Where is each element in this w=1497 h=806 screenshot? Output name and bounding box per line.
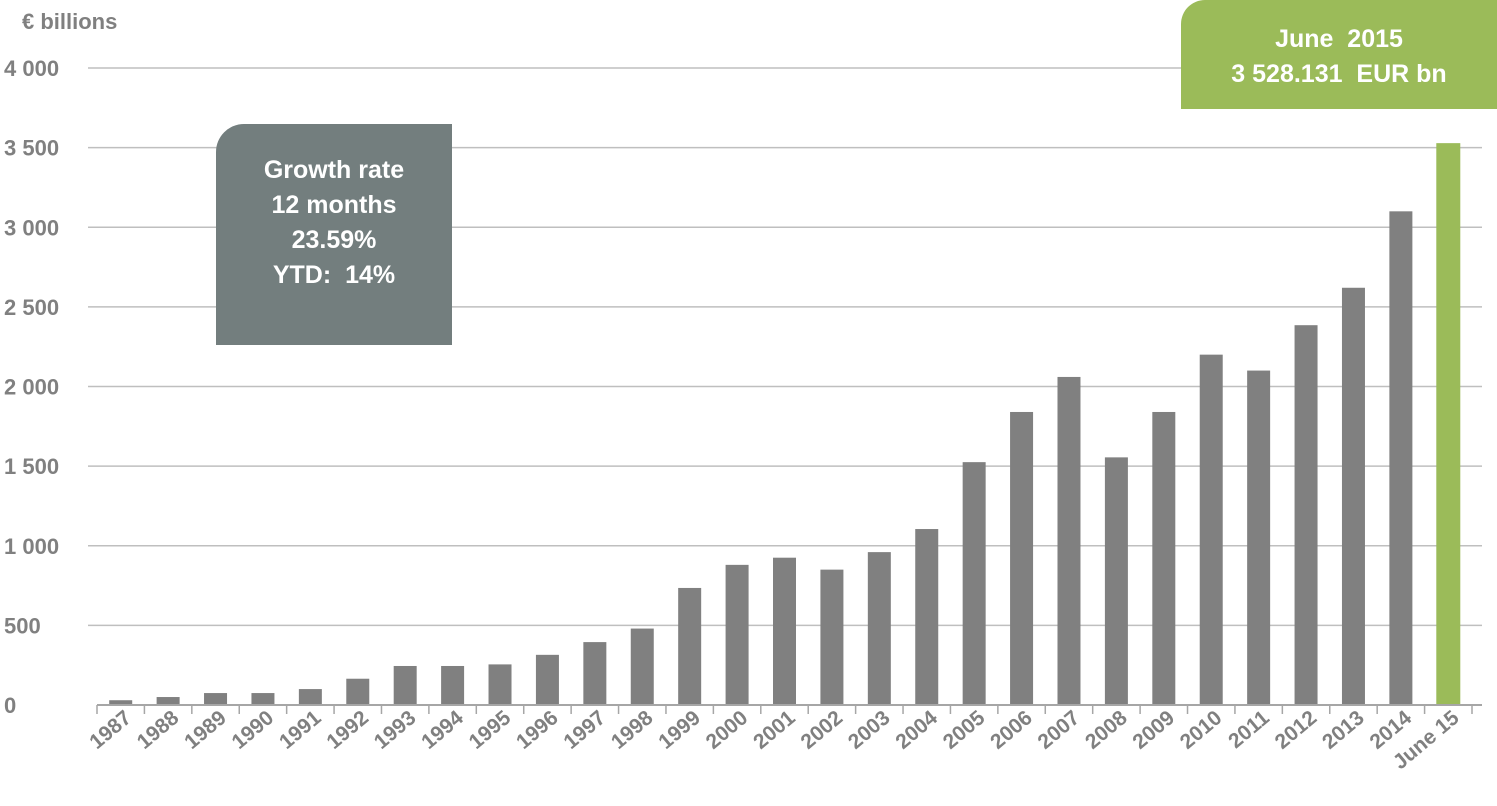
x-tick-label: 1996: [512, 706, 563, 754]
y-tick-label: 3 500: [4, 136, 59, 161]
x-tick-label: 2008: [1081, 706, 1132, 754]
bar-1991: [298, 689, 322, 705]
x-tick-label: 1997: [559, 706, 610, 754]
bar-1999: [678, 587, 702, 705]
y-tick-label: 1 000: [4, 534, 59, 559]
bar-1987: [109, 700, 133, 705]
bar-2000: [725, 564, 749, 705]
x-tick-label: 1991: [275, 706, 326, 754]
x-tick-label: 2004: [891, 706, 942, 754]
y-tick-label: 4 000: [4, 56, 59, 81]
x-tick-label: 1987: [85, 706, 136, 754]
bar-2014: [1389, 211, 1413, 705]
x-tick-label: 2002: [797, 706, 848, 754]
bar-1988: [156, 697, 180, 705]
x-tick-label: 1990: [228, 706, 279, 754]
y-tick-label: 3 000: [4, 215, 59, 240]
x-tick-label: 2003: [844, 706, 895, 754]
y-tick-label: 0: [4, 693, 16, 718]
x-tick-label: 2013: [1318, 706, 1369, 754]
bar-2009: [1152, 411, 1176, 705]
bar-2007: [1057, 376, 1081, 705]
bar-1993: [393, 665, 417, 705]
y-axis-ticks: 0 500 1 000 1 500 2 000 2 500 3 000 3 500 4 000: [4, 56, 59, 718]
y-tick-label: 1 500: [4, 454, 59, 479]
x-axis: 1987198819891990199119921993199419951996…: [85, 704, 1482, 774]
x-tick-label: 2009: [1128, 706, 1179, 754]
x-tick-label: 2010: [1176, 706, 1227, 754]
growth-rate-callout: Growth rate 12 months 23.59% YTD: 14%: [216, 124, 452, 345]
bar-1989: [204, 693, 228, 705]
bar-june-15: [1436, 143, 1461, 705]
bar-1990: [251, 693, 275, 705]
x-tick-label: 1998: [607, 706, 658, 754]
bar-2006: [1010, 411, 1034, 705]
x-tick-label: 1994: [417, 706, 468, 754]
bar-1995: [488, 664, 512, 705]
x-tick-label: 2001: [749, 706, 800, 754]
y-axis-unit-label: € billions: [22, 9, 117, 34]
bars: [109, 143, 1461, 705]
latest-value-callout: June 2015 3 528.131 EUR bn: [1181, 0, 1497, 109]
y-tick-label: 2 500: [4, 295, 59, 320]
bar-2002: [820, 569, 844, 705]
growth-line-3: 23.59%: [291, 226, 377, 254]
bar-2013: [1341, 287, 1365, 705]
y-tick-label: 2 000: [4, 375, 59, 400]
x-tick-label: 1989: [180, 706, 231, 754]
x-tick-label: 2011: [1224, 706, 1274, 753]
bar-2012: [1294, 325, 1318, 705]
growth-line-1: Growth rate: [263, 156, 405, 184]
bar-2001: [773, 557, 796, 705]
x-tick-label: 2007: [1034, 706, 1085, 754]
x-tick-label: 2012: [1271, 706, 1322, 754]
x-tick-label: 1999: [654, 706, 705, 754]
bar-1998: [630, 628, 654, 705]
x-tick-label: 2000: [702, 706, 753, 754]
growth-line-4: YTD: 14%: [272, 261, 396, 289]
bar-2008: [1104, 457, 1128, 705]
x-tick-label: 2006: [986, 706, 1037, 754]
x-tick-label: 1992: [322, 706, 373, 754]
bar-1992: [346, 678, 370, 705]
bar-2010: [1199, 354, 1223, 705]
x-tick-label: 1995: [465, 706, 516, 754]
bar-1996: [535, 654, 559, 705]
latest-line-1: June 2015: [1275, 25, 1403, 53]
growth-line-2: 12 months: [271, 191, 397, 219]
bar-2005: [962, 462, 986, 705]
x-tick-label: 1993: [370, 706, 421, 754]
y-tick-label: 500: [4, 613, 41, 638]
bar-1997: [583, 642, 607, 705]
bar-2011: [1247, 370, 1271, 705]
bar-1994: [441, 665, 465, 705]
latest-line-2: 3 528.131 EUR bn: [1231, 60, 1447, 88]
bar-2004: [915, 529, 939, 705]
x-tick-label: 2005: [939, 706, 990, 754]
x-tick-label: 1988: [133, 706, 184, 754]
bar-2003: [867, 552, 891, 705]
